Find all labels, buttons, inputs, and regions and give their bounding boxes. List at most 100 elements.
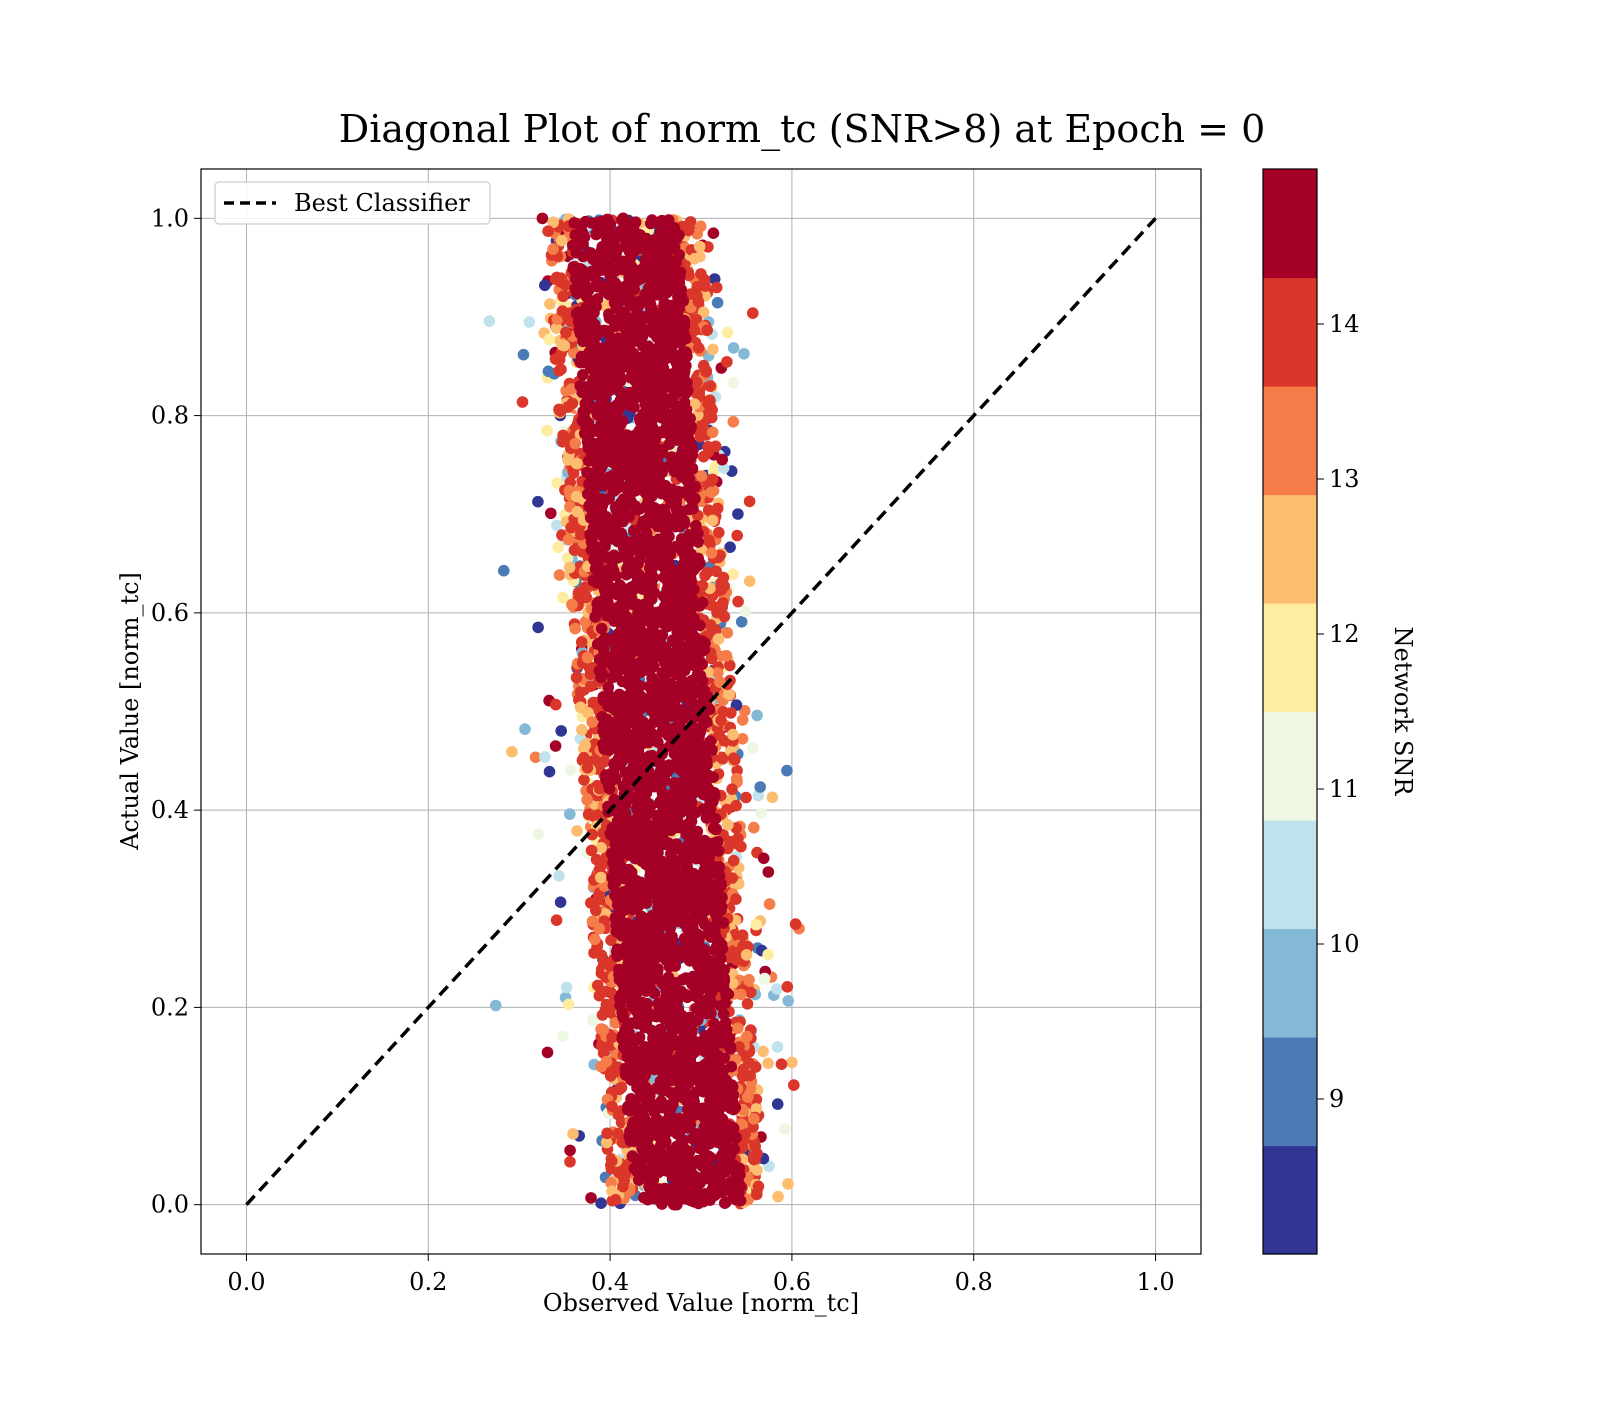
scatter-point — [728, 377, 740, 389]
scatter-point — [517, 396, 529, 408]
scatter-point — [776, 1058, 788, 1070]
scatter-point — [543, 366, 555, 378]
scatter-point — [567, 1128, 579, 1140]
scatter-point — [767, 792, 779, 804]
scatter-point — [563, 999, 575, 1011]
scatter-point — [532, 496, 544, 508]
scatter-point — [559, 279, 571, 291]
scatter-point — [731, 773, 743, 785]
scatter-point — [722, 327, 734, 339]
scatter-point — [715, 715, 727, 727]
scatter-point — [561, 982, 573, 994]
scatter-point — [607, 672, 619, 684]
scatter-point — [712, 297, 724, 309]
scatter-point — [702, 398, 714, 410]
scatter-point — [772, 1098, 784, 1110]
scatter-point — [758, 853, 770, 865]
scatter-point — [537, 213, 549, 225]
scatter-point — [585, 680, 597, 692]
scatter-point — [547, 243, 559, 255]
scatter-point — [556, 235, 568, 247]
scatter-point — [585, 363, 597, 375]
scatter-point — [788, 1079, 800, 1091]
scatter-point — [564, 562, 576, 574]
scatter-point — [701, 324, 713, 336]
scatter-point — [754, 781, 766, 793]
scatter-point — [751, 1189, 763, 1201]
scatter-point — [705, 619, 717, 631]
scatter-point — [506, 746, 518, 758]
scatter-point — [571, 458, 583, 470]
scatter-point — [571, 825, 583, 837]
scatter-point — [589, 934, 601, 946]
scatter-point — [632, 556, 644, 568]
scatter-point — [702, 441, 714, 453]
scatter-point — [707, 515, 719, 527]
scatter-point — [747, 307, 759, 319]
scatter-point — [707, 474, 719, 486]
scatter-point — [700, 366, 712, 378]
scatter-point — [759, 973, 771, 985]
scatter-point — [550, 699, 562, 711]
scatter-points — [484, 213, 805, 1211]
scatter-point — [782, 1178, 794, 1190]
scatter-point — [542, 1047, 554, 1059]
scatter-point — [564, 1145, 576, 1157]
scatter-point — [490, 1000, 502, 1012]
scatter-point — [771, 983, 783, 995]
scatter-point — [589, 611, 601, 623]
scatter-point — [705, 380, 717, 392]
scatter-point — [566, 599, 578, 611]
scatter-point — [550, 353, 562, 365]
scatter-point — [597, 756, 609, 768]
scatter-point — [689, 253, 701, 265]
scatter-point — [582, 652, 594, 664]
scatter-point — [687, 614, 699, 626]
scatter-point — [575, 357, 587, 369]
scatter-point — [646, 214, 658, 226]
scatter-point — [630, 1153, 642, 1165]
scatter-point — [763, 866, 775, 878]
scatter-point — [772, 1191, 784, 1203]
scatter-point — [721, 356, 733, 368]
scatter-point — [694, 241, 706, 253]
scatter-point — [533, 828, 545, 840]
scatter-point — [668, 1087, 680, 1099]
scatter-point — [615, 1082, 627, 1094]
scatter-point — [550, 740, 562, 752]
scatter-point — [682, 923, 694, 935]
scatter-point — [718, 572, 730, 584]
scatter-point — [579, 739, 591, 751]
scatter-point — [560, 327, 572, 339]
scatter-point — [735, 989, 747, 1001]
scatter-point — [741, 1031, 753, 1043]
scatter-point — [726, 783, 738, 795]
scatter-point — [605, 1068, 617, 1080]
scatter-point — [731, 530, 743, 542]
scatter-point — [732, 1022, 744, 1034]
scatter-point — [706, 487, 718, 499]
scatter-point — [544, 298, 556, 310]
scatter-point — [781, 765, 793, 777]
scatter-point — [717, 753, 729, 765]
scatter-point — [707, 344, 719, 356]
scatter-point — [539, 751, 551, 763]
scatter-point — [677, 974, 689, 986]
scatter-point — [578, 774, 590, 786]
scatter-point — [713, 633, 725, 645]
scatter-point — [739, 1070, 751, 1082]
scatter-point — [732, 596, 744, 608]
scatter-point — [577, 251, 589, 263]
scatter-point — [571, 491, 583, 503]
scatter-point — [728, 416, 740, 428]
scatter-point — [729, 754, 741, 766]
scatter-point — [737, 929, 749, 941]
scatter-point — [601, 1128, 613, 1140]
scatter-point — [583, 809, 595, 821]
scatter-point — [741, 949, 753, 961]
scatter-point — [559, 340, 571, 352]
scatter-point — [585, 1192, 597, 1204]
scatter-point — [532, 622, 544, 634]
scatter-point — [553, 404, 565, 416]
scatter-point — [730, 893, 742, 905]
